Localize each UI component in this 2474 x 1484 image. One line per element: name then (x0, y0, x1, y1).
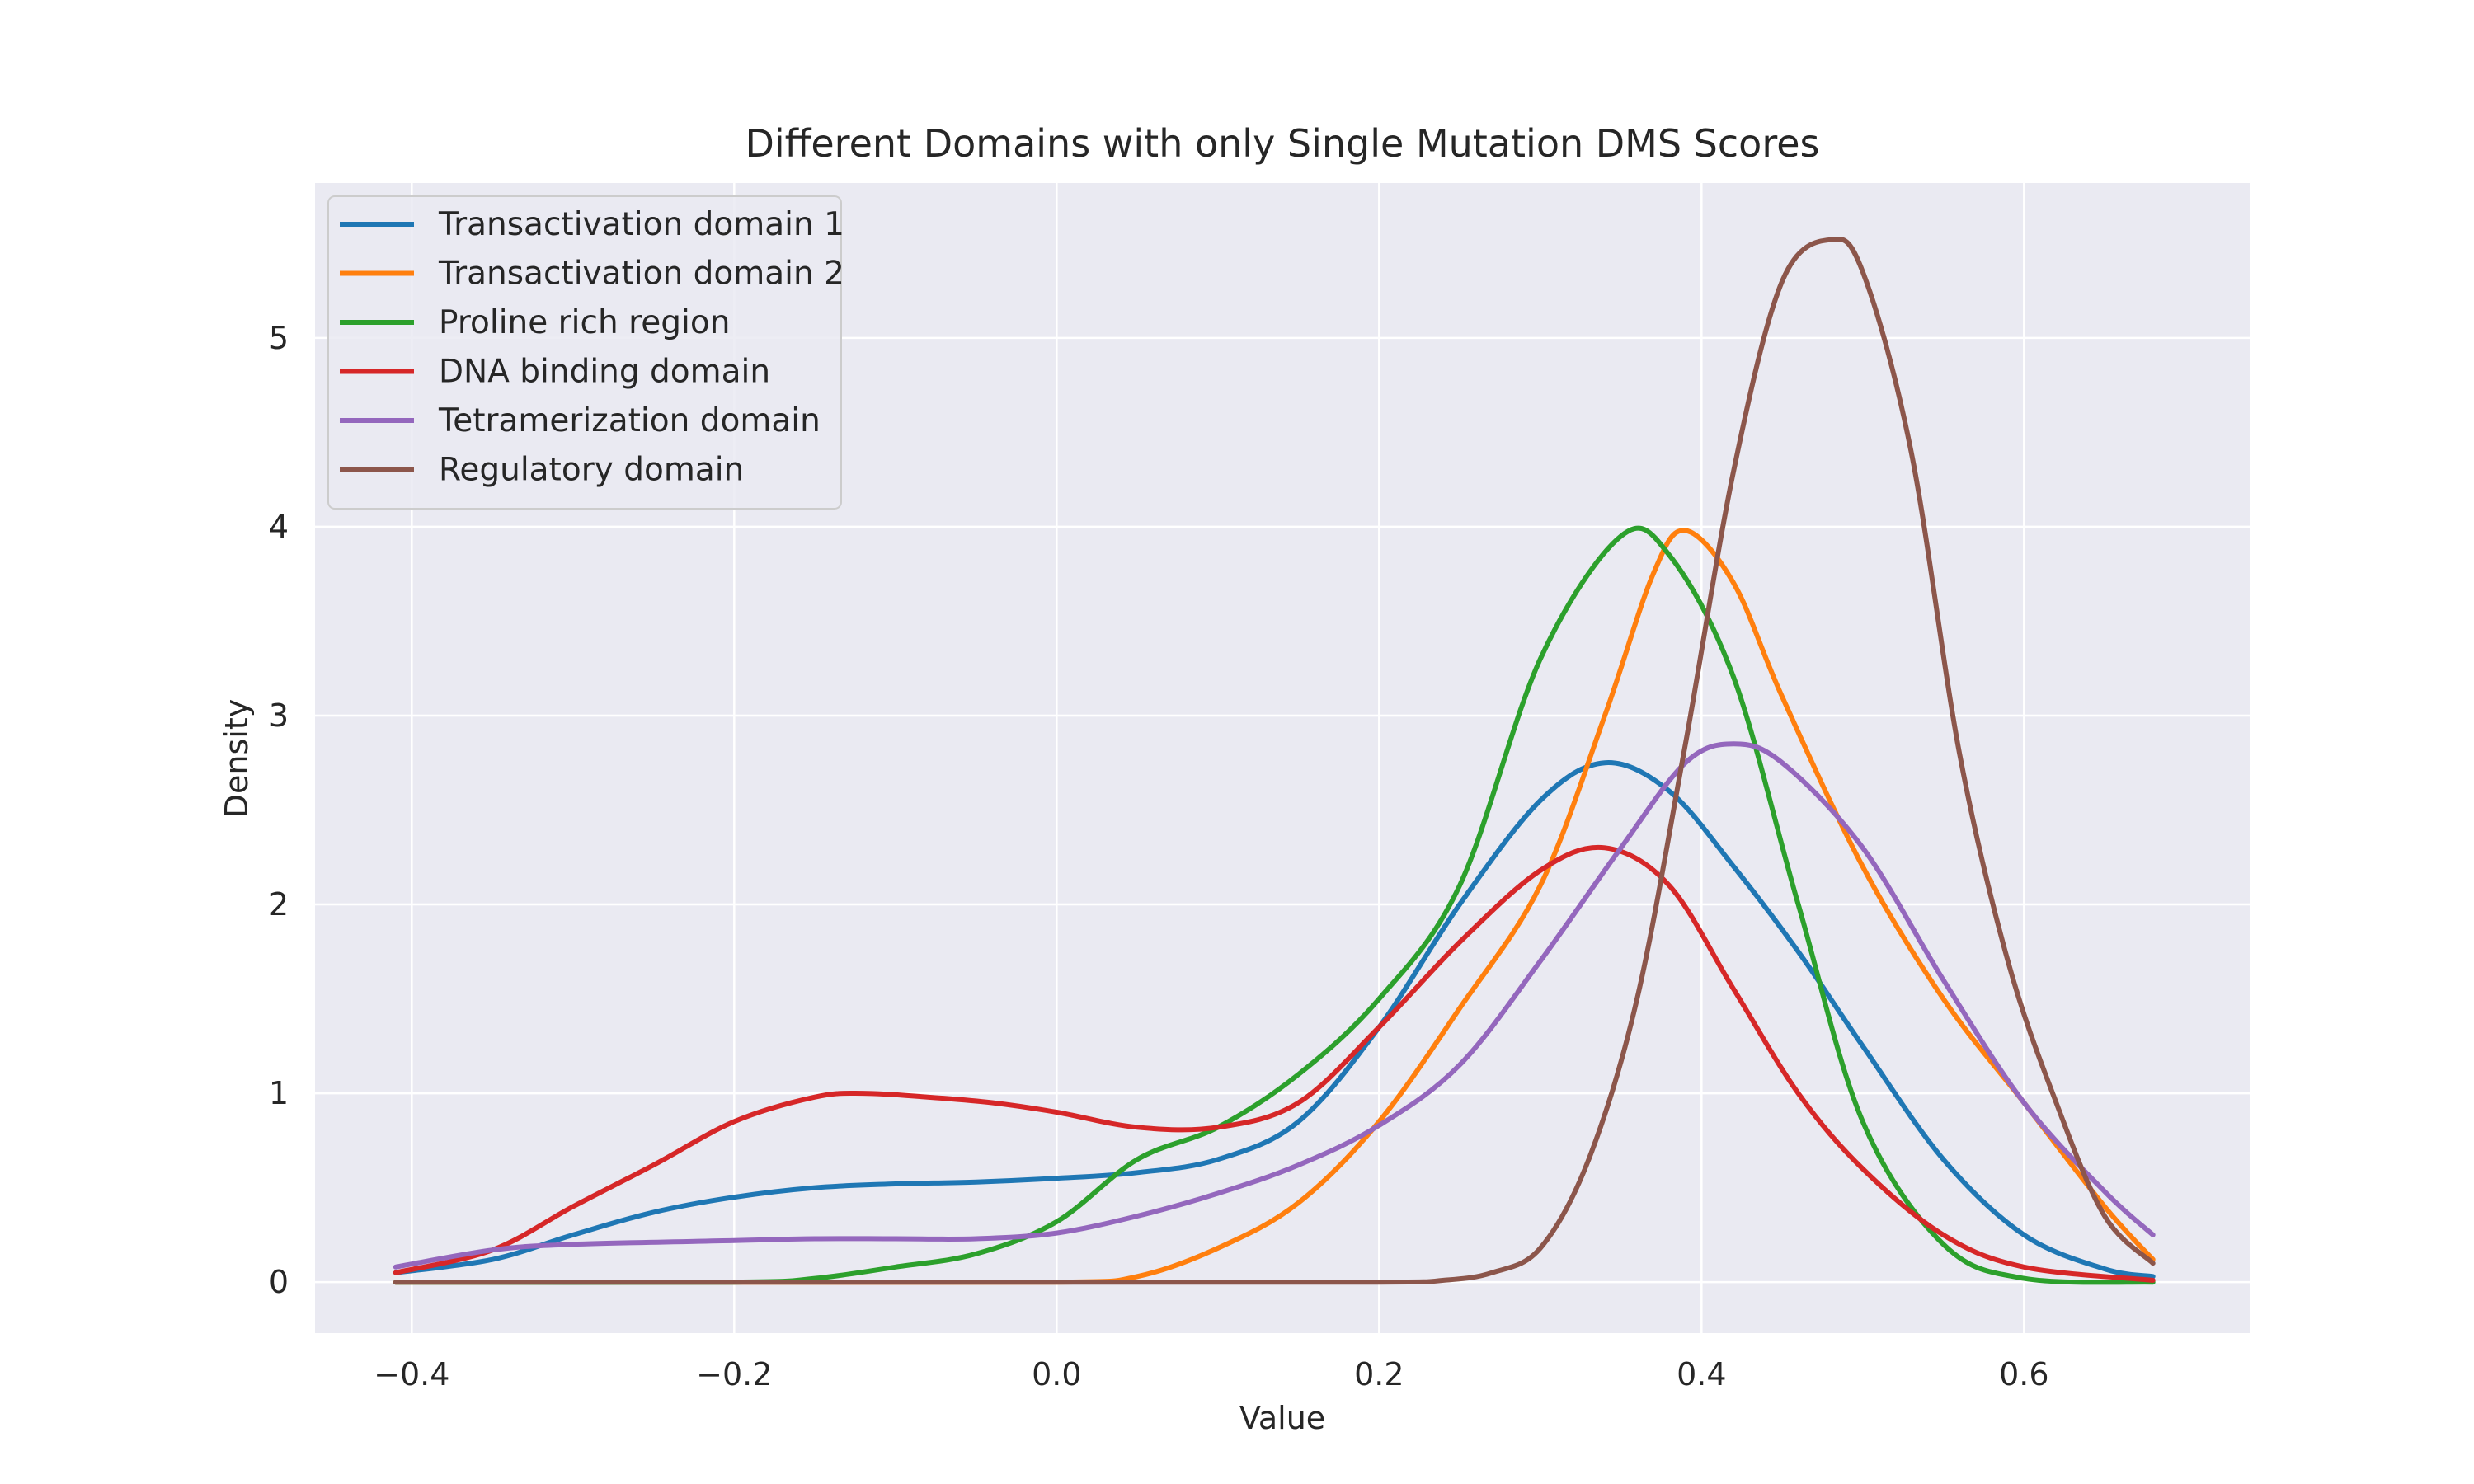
y-tick-label: 2 (269, 886, 289, 923)
legend-entry: DNA binding domain (439, 354, 770, 391)
legend-entry: Proline rich region (439, 304, 730, 341)
series-line-regulatory-domain (393, 236, 2156, 1285)
legend-entry: Transactivation domain 1 (438, 206, 844, 243)
legend-entry: Transactivation domain 2 (438, 256, 844, 293)
y-axis-label: Density (219, 699, 255, 818)
x-tick-label: 0.2 (1354, 1356, 1404, 1392)
y-tick-label: 5 (269, 320, 289, 356)
x-tick-label: −0.2 (696, 1356, 772, 1392)
chart-title: Different Domains with only Single Mutat… (745, 121, 1819, 166)
series-line-tetramerization-domain (393, 741, 2156, 1270)
legend-box (327, 195, 842, 510)
x-tick-label: 0.4 (1677, 1356, 1726, 1392)
series-line-dna-binding-domain (393, 844, 2156, 1283)
legend-entry: Tetramerization domain (438, 402, 821, 439)
y-tick-label: 1 (269, 1075, 289, 1111)
y-tick-label: 3 (269, 697, 289, 734)
y-tick-label: 0 (269, 1264, 289, 1300)
legend: Transactivation domain 1 Transactivation … (327, 195, 844, 510)
x-tick-label: −0.4 (374, 1356, 449, 1392)
y-axis-ticks: 0 1 2 3 4 5 (269, 320, 289, 1300)
x-axis-label: Value (1239, 1400, 1325, 1436)
grid (315, 183, 2250, 1333)
series-line-proline-rich-region (393, 525, 2156, 1285)
y-tick-label: 4 (269, 509, 289, 545)
x-tick-label: 0.0 (1032, 1356, 1081, 1392)
x-axis-ticks: −0.4 −0.2 0.0 0.2 0.4 0.6 (374, 1356, 2048, 1392)
series-layer (393, 236, 2156, 1285)
legend-entry: Regulatory domain (439, 452, 744, 489)
x-tick-label: 0.6 (1999, 1356, 2048, 1392)
